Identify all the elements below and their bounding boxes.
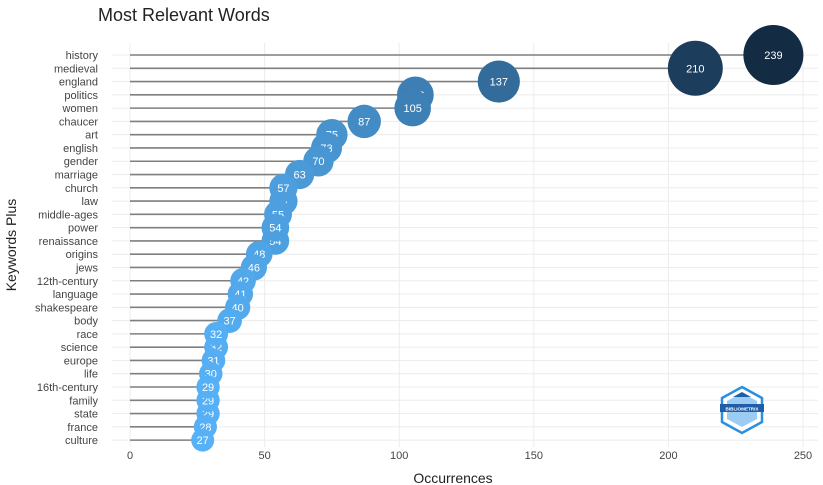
y-tick-label: shakespeare — [35, 302, 98, 314]
logo-text: BIBLIOMETRIX — [726, 407, 760, 412]
y-tick-label: medieval — [54, 63, 98, 75]
y-tick-label: france — [67, 422, 98, 434]
y-tick-label: law — [81, 196, 98, 208]
y-tick-label: body — [74, 316, 98, 328]
y-tick-label: europe — [64, 355, 98, 367]
y-axis-title: Keywords Plus — [3, 199, 19, 292]
y-tick-label: middle-ages — [38, 209, 98, 221]
y-tick-label: origins — [66, 249, 99, 261]
y-tick-label: chaucer — [59, 116, 98, 128]
y-tick-label: jews — [75, 262, 99, 274]
lollipop-stems — [130, 54, 774, 441]
chart-title: Most Relevant Words — [98, 5, 270, 25]
y-tick-label: power — [68, 223, 98, 235]
x-tick-label: 50 — [258, 450, 270, 462]
data-label: 57 — [277, 183, 289, 195]
x-axis-ticks: 0 50 100 150 200 250 — [127, 450, 812, 462]
y-tick-label: science — [61, 342, 98, 354]
dot-history — [743, 25, 804, 85]
data-label: 54 — [269, 223, 281, 235]
y-tick-label: race — [77, 329, 98, 341]
dot-medieval — [667, 40, 723, 96]
x-tick-label: 150 — [525, 450, 543, 462]
y-tick-label: art — [85, 130, 98, 142]
dot-england — [477, 60, 520, 103]
y-tick-label: england — [59, 77, 98, 89]
dot-race — [204, 321, 229, 346]
x-tick-label: 100 — [390, 450, 408, 462]
y-tick-label: life — [84, 369, 98, 381]
y-tick-label: family — [69, 395, 98, 407]
dot-culture — [191, 428, 215, 452]
lollipop-dots: 2392101371061058775737063575755545448464… — [191, 25, 804, 452]
y-tick-label: 12th-century — [37, 276, 99, 288]
data-label: 87 — [358, 116, 370, 128]
y-tick-label: politics — [64, 90, 98, 102]
y-tick-label: state — [74, 409, 98, 421]
data-label: 29 — [202, 382, 214, 394]
data-label: 210 — [686, 63, 704, 75]
data-label: 32 — [210, 329, 222, 341]
data-label: 239 — [764, 50, 782, 62]
y-tick-label: renaissance — [39, 236, 98, 248]
y-tick-label: 16th-century — [37, 382, 99, 394]
data-label: 29 — [202, 395, 214, 407]
data-label: 27 — [197, 435, 209, 447]
y-tick-label: english — [63, 143, 98, 155]
data-label: 37 — [223, 316, 235, 328]
data-label: 70 — [312, 156, 324, 168]
x-tick-label: 0 — [127, 450, 133, 462]
y-tick-label: marriage — [55, 170, 98, 182]
x-tick-label: 250 — [794, 450, 812, 462]
data-label: 137 — [490, 77, 508, 89]
dot-power — [261, 213, 290, 242]
dot-women — [394, 89, 431, 127]
dot-chaucer — [347, 104, 381, 139]
y-tick-label: women — [62, 103, 98, 115]
data-label: 63 — [293, 170, 305, 182]
y-tick-label: gender — [64, 156, 99, 168]
x-axis-title: Occurrences — [413, 470, 492, 485]
y-tick-label: culture — [65, 435, 98, 447]
y-tick-label: language — [53, 289, 98, 301]
x-tick-label: 200 — [659, 450, 677, 462]
y-tick-label: history — [66, 50, 99, 62]
dot-church — [269, 173, 298, 202]
y-tick-label: church — [65, 183, 98, 195]
dot-16th-century — [196, 375, 220, 399]
bibliometrix-logo: BIBLIOMETRIX — [720, 385, 764, 435]
data-label: 105 — [403, 103, 421, 115]
